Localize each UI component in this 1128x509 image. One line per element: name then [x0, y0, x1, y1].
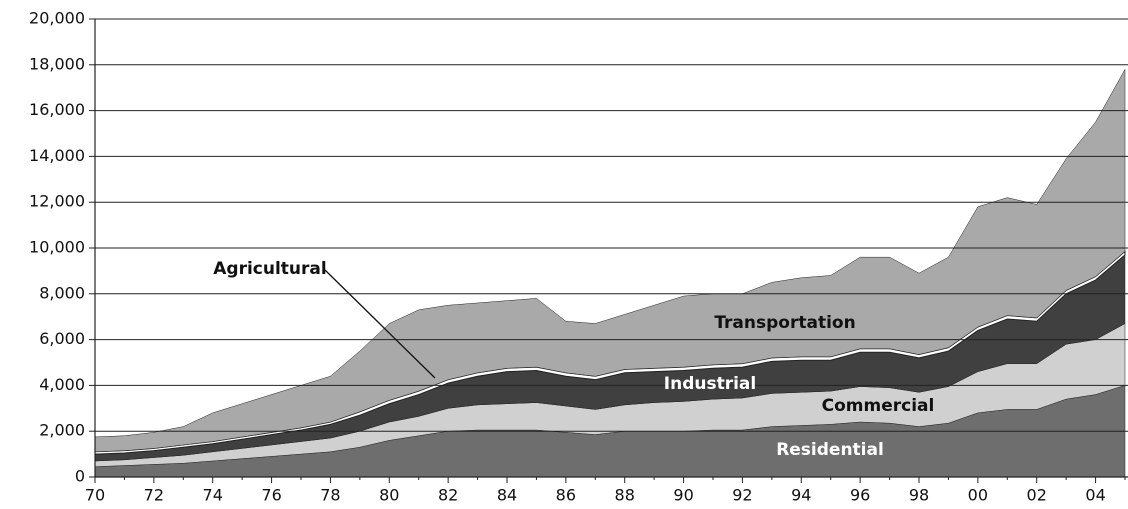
x-tick-label: 86 — [556, 486, 576, 505]
y-tick-label: 2,000 — [39, 421, 85, 440]
x-tick-label: 82 — [438, 486, 458, 505]
x-tick-label: 90 — [673, 486, 693, 505]
y-tick-label: 4,000 — [39, 375, 85, 394]
area — [94, 68, 1126, 453]
x-tick-label: 88 — [615, 486, 635, 505]
series-label: Commercial — [822, 396, 935, 416]
y-tick-label: 0 — [75, 467, 85, 486]
y-tick-label: 12,000 — [29, 192, 85, 211]
x-tick-label: 72 — [144, 486, 164, 505]
x-tick-label: 80 — [379, 486, 399, 505]
series-label: Transportation — [714, 313, 855, 333]
x-tick-label: 96 — [850, 486, 870, 505]
x-tick-label: 94 — [791, 486, 811, 505]
y-tick-label: 16,000 — [29, 100, 85, 119]
y-tick-label: 6,000 — [39, 329, 85, 348]
y-tick-label: 8,000 — [39, 283, 85, 302]
y-tick-label: 14,000 — [29, 146, 85, 165]
x-tick-label: 70 — [85, 486, 105, 505]
x-tick-label: 84 — [497, 486, 517, 505]
leader-line — [324, 269, 436, 379]
x-tick-label: 02 — [1027, 486, 1047, 505]
series-label: Agricultural — [213, 259, 326, 279]
x-tick-label: 74 — [203, 486, 223, 505]
x-tick-label: 98 — [909, 486, 929, 505]
y-tick-label: 18,000 — [29, 54, 85, 73]
x-tick-label: 04 — [1085, 486, 1105, 505]
y-tick-label: 10,000 — [29, 238, 85, 257]
y-tick-label: 20,000 — [29, 9, 85, 28]
x-tick-label: 76 — [261, 486, 281, 505]
areas — [94, 68, 1126, 478]
x-tick-label: 92 — [732, 486, 752, 505]
series-label: Industrial — [664, 374, 756, 394]
x-tick-label: 00 — [968, 486, 988, 505]
axes: 0 2,000 4,000 6,000 8,000 10,000 12,000 14,000 1… — [29, 9, 1128, 505]
series-label: Residential — [776, 440, 884, 460]
x-tick-label: 78 — [320, 486, 340, 505]
